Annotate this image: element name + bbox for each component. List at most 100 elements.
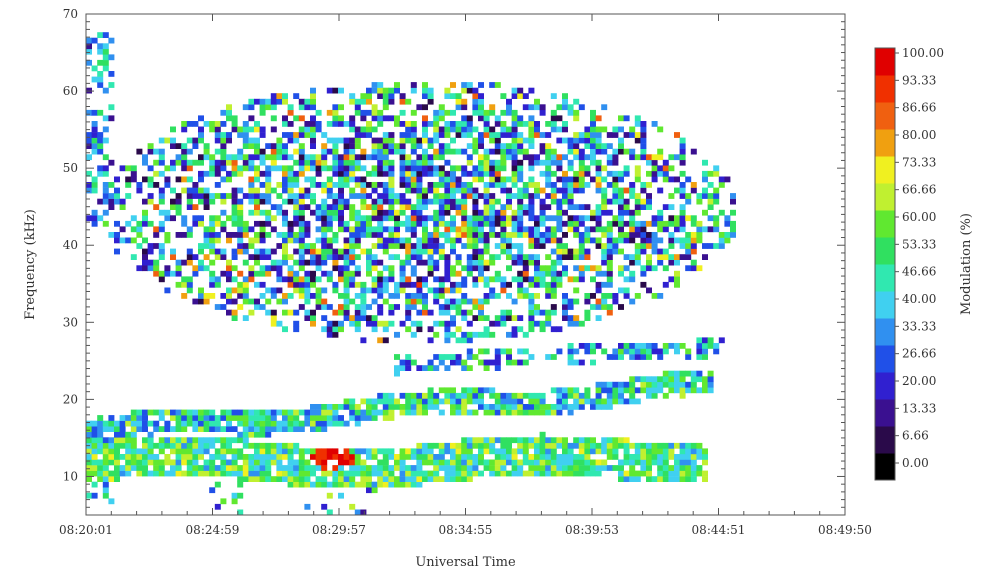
heatmap-cell (298, 420, 305, 427)
heatmap-cell (646, 470, 652, 477)
heatmap-cell (198, 415, 204, 421)
heatmap-cell (147, 437, 154, 444)
heatmap-cell (539, 187, 546, 194)
heatmap-cell (293, 204, 300, 210)
heatmap-cell (690, 237, 697, 244)
heatmap-cell (461, 187, 468, 194)
heatmap-cell (478, 193, 484, 199)
heatmap-cell (612, 348, 619, 355)
heatmap-cell (254, 470, 260, 477)
heatmap-cell (657, 148, 664, 155)
heatmap-cell (657, 454, 664, 460)
heatmap-cell (461, 104, 468, 111)
heatmap-cell (455, 281, 462, 288)
heatmap-cell (270, 143, 277, 149)
heatmap-cell (343, 298, 350, 305)
heatmap-cell (506, 315, 512, 321)
heatmap-cell (730, 226, 736, 233)
heatmap-cell (242, 415, 249, 421)
heatmap-cell (276, 232, 283, 238)
heatmap-cell (220, 165, 227, 172)
heatmap-cell (276, 98, 283, 105)
heatmap-cell (483, 281, 490, 288)
heatmap-cell (293, 448, 300, 455)
heatmap-cell (646, 448, 652, 455)
heatmap-cell (270, 126, 277, 133)
heatmap-cell (595, 465, 602, 471)
heatmap-cell (175, 426, 182, 432)
heatmap-cell (646, 287, 652, 294)
heatmap-cell (332, 198, 339, 205)
heatmap-cell (410, 121, 417, 127)
heatmap-cell (214, 254, 221, 260)
heatmap-cell (702, 337, 708, 344)
heatmap-cell (450, 137, 456, 144)
heatmap-cell (371, 232, 378, 238)
heatmap-cell (545, 287, 552, 294)
heatmap-cell (461, 198, 468, 205)
heatmap-cell (349, 165, 356, 172)
heatmap-cell (377, 409, 384, 416)
heatmap-cell (629, 182, 636, 188)
heatmap-cell (522, 265, 529, 272)
heatmap-cell (270, 459, 277, 466)
heatmap-cell (567, 104, 574, 111)
heatmap-cell (685, 176, 692, 183)
heatmap-cell (567, 343, 574, 349)
heatmap-cell (298, 165, 305, 172)
heatmap-cell (646, 159, 652, 166)
heatmap-cell (724, 237, 731, 244)
heatmap-cell (534, 309, 540, 316)
heatmap-cell (623, 148, 630, 155)
heatmap-cell (595, 182, 602, 188)
heatmap-cell (265, 470, 272, 477)
heatmap-cell (181, 454, 188, 460)
heatmap-cell (584, 126, 591, 133)
heatmap-cell (634, 226, 641, 233)
heatmap-cell (282, 465, 288, 471)
heatmap-cell (567, 465, 574, 471)
heatmap-cell (321, 470, 328, 477)
heatmap-cell (388, 215, 395, 222)
heatmap-cell (679, 381, 686, 388)
heatmap-cell (91, 470, 98, 477)
heatmap-cell (198, 137, 204, 144)
heatmap-cell (175, 265, 182, 272)
heatmap-cell (427, 459, 434, 466)
heatmap-cell (382, 148, 389, 155)
heatmap-cell (332, 193, 339, 199)
heatmap-cell (382, 209, 389, 216)
heatmap-cell (86, 137, 92, 144)
x-tick-label: 08:44:51 (692, 523, 746, 537)
heatmap-cell (450, 470, 456, 477)
heatmap-cell (91, 109, 98, 116)
heatmap-cell (119, 415, 126, 421)
heatmap-cell (298, 448, 305, 455)
heatmap-cell (102, 65, 109, 72)
heatmap-cell (489, 404, 496, 410)
heatmap-cell (203, 437, 210, 444)
heatmap-cell (270, 320, 277, 327)
heatmap-cell (382, 409, 389, 416)
heatmap-cell (422, 293, 428, 299)
y-tick-label: 30 (63, 315, 78, 329)
heatmap-cell (321, 248, 328, 255)
heatmap-cell (601, 248, 608, 255)
heatmap-cell (377, 226, 384, 233)
heatmap-cell (500, 165, 507, 172)
heatmap-cell (651, 159, 658, 166)
heatmap-cell (382, 98, 389, 105)
heatmap-cell (270, 476, 277, 482)
heatmap-cell (685, 348, 692, 355)
heatmap-cell (226, 237, 232, 244)
heatmap-cell (382, 237, 389, 244)
heatmap-cell (259, 304, 266, 310)
heatmap-cell (382, 287, 389, 294)
heatmap-cell (86, 426, 92, 432)
heatmap-cell (528, 143, 535, 149)
heatmap-cell (332, 470, 339, 477)
heatmap-cell (242, 243, 249, 249)
heatmap-cell (366, 415, 372, 421)
heatmap-cell (517, 281, 524, 288)
heatmap-cell (517, 259, 524, 266)
